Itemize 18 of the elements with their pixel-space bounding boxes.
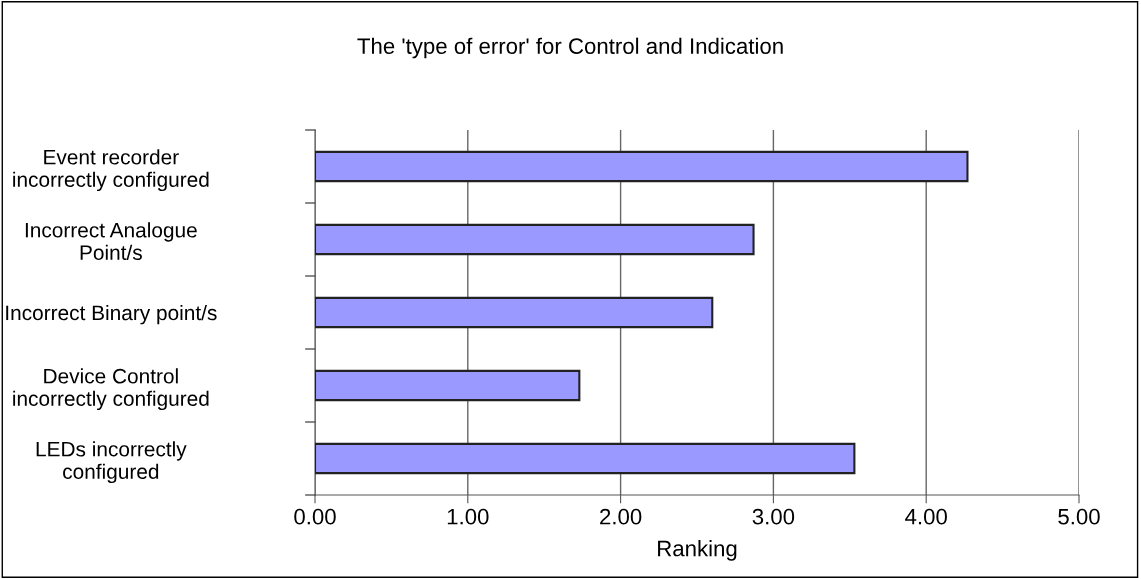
- x-tick-label: 1.00: [447, 508, 489, 525]
- x-tick-label: 2.00: [600, 508, 642, 525]
- y-tick-label: LEDs incorrectly configured: [36, 441, 187, 484]
- y-tick-label: Device Control incorrectly configured: [13, 368, 209, 411]
- chart-title: The 'type of error' for Control and Indication: [357, 37, 783, 59]
- bar: [315, 442, 856, 475]
- x-tick-label: 5.00: [1058, 508, 1100, 525]
- x-tick-label: 3.00: [752, 508, 795, 525]
- x-axis-title: Ranking: [658, 540, 737, 561]
- bar: [315, 369, 581, 402]
- x-tick-label: 4.00: [905, 508, 947, 525]
- bar: [315, 150, 969, 183]
- bar: [315, 296, 714, 329]
- y-tick-label: Event recorder incorrectly configured: [13, 149, 209, 192]
- y-tick-label: Incorrect Binary point/s: [6, 304, 217, 325]
- y-tick-label: Incorrect Analogue Point/s: [25, 222, 197, 260]
- bar: [315, 223, 755, 256]
- x-tick-label: 0.00: [294, 508, 336, 525]
